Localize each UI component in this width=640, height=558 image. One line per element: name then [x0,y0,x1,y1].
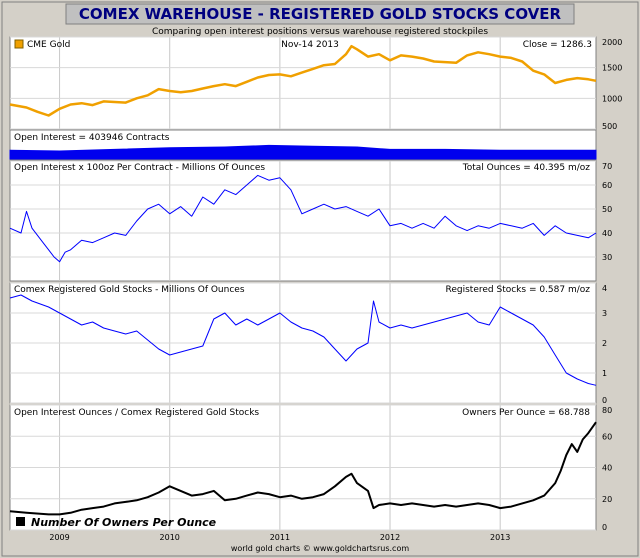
x-tick-label: 2010 [160,533,180,542]
oi-contracts-label: Open Interest = 403946 Contracts [14,133,170,143]
owners-panel-label: Open Interest Ounces / Comex Registered … [14,408,259,418]
y-tick-label: 80 [602,406,612,415]
gold-date-label: Nov-14 2013 [281,40,339,50]
x-tick-label: 2009 [49,533,69,542]
y-tick-label: 20 [602,495,612,504]
gold-price-line [9,44,597,117]
oi-ounces-label: Open Interest x 100oz Per Contract - Mil… [14,163,265,173]
oi-ounces-total: Total Ounces = 40.395 m/oz [462,163,590,173]
owners-legend-label: Number Of Owners Per Ounce [31,516,217,529]
registered-stocks-line [9,294,597,386]
gold-legend-label: CME Gold [27,40,70,50]
gold-price-panel: CME Gold Nov-14 2013 Close = 1286.3 500 1… [9,36,622,131]
y-tick-label: 40 [602,229,612,238]
x-axis: 2009 2010 2011 2012 2013 [49,533,510,542]
y-tick-label: 1000 [602,94,622,103]
y-tick-label: 30 [602,253,612,262]
title-bar [65,3,575,25]
x-tick-label: 2013 [490,533,510,542]
y-tick-label: 70 [602,162,612,171]
y-tick-label: 1500 [602,64,622,73]
owners-per-ounce-panel: Open Interest Ounces / Comex Registered … [9,404,612,532]
open-interest-ounces-panel: Open Interest x 100oz Per Contract - Mil… [9,160,612,282]
x-tick-label: 2011 [270,533,290,542]
y-tick-label: 2000 [602,38,622,47]
y-tick-label: 500 [602,122,617,131]
chart-subtitle: Comparing open interest positions versus… [152,27,488,37]
registered-stocks-value: Registered Stocks = 0.587 m/oz [446,285,591,295]
y-tick-label: 50 [602,205,612,214]
footer-credit: world gold charts © www.goldchartsrus.co… [231,544,409,553]
open-interest-contracts-panel: Open Interest = 403946 Contracts [9,129,597,161]
y-tick-label: 4 [602,284,607,293]
y-tick-label: 2 [602,339,607,348]
open-interest-area [9,144,597,160]
chart-title: COMEX WAREHOUSE - REGISTERED GOLD STOCKS… [79,5,562,23]
y-tick-label: 60 [602,181,612,190]
y-tick-label: 40 [602,464,612,473]
y-tick-label: 60 [602,432,612,441]
registered-stocks-label: Comex Registered Gold Stocks - Millions … [14,285,245,295]
gold-close-label: Close = 1286.3 [523,40,592,50]
registered-stocks-panel: Comex Registered Gold Stocks - Millions … [9,282,607,405]
x-tick-label: 2012 [380,533,400,542]
gold-legend-swatch [14,39,24,49]
y-tick-label: 3 [602,309,607,318]
y-tick-label: 0 [602,523,607,532]
owners-per-ounce-value: Owners Per Ounce = 68.788 [462,408,590,418]
open-interest-ounces-line [9,174,597,263]
y-tick-label: 1 [602,369,607,378]
owners-per-ounce-line [9,421,597,516]
owners-legend-swatch [16,517,25,526]
y-tick-label: 0 [602,396,607,405]
